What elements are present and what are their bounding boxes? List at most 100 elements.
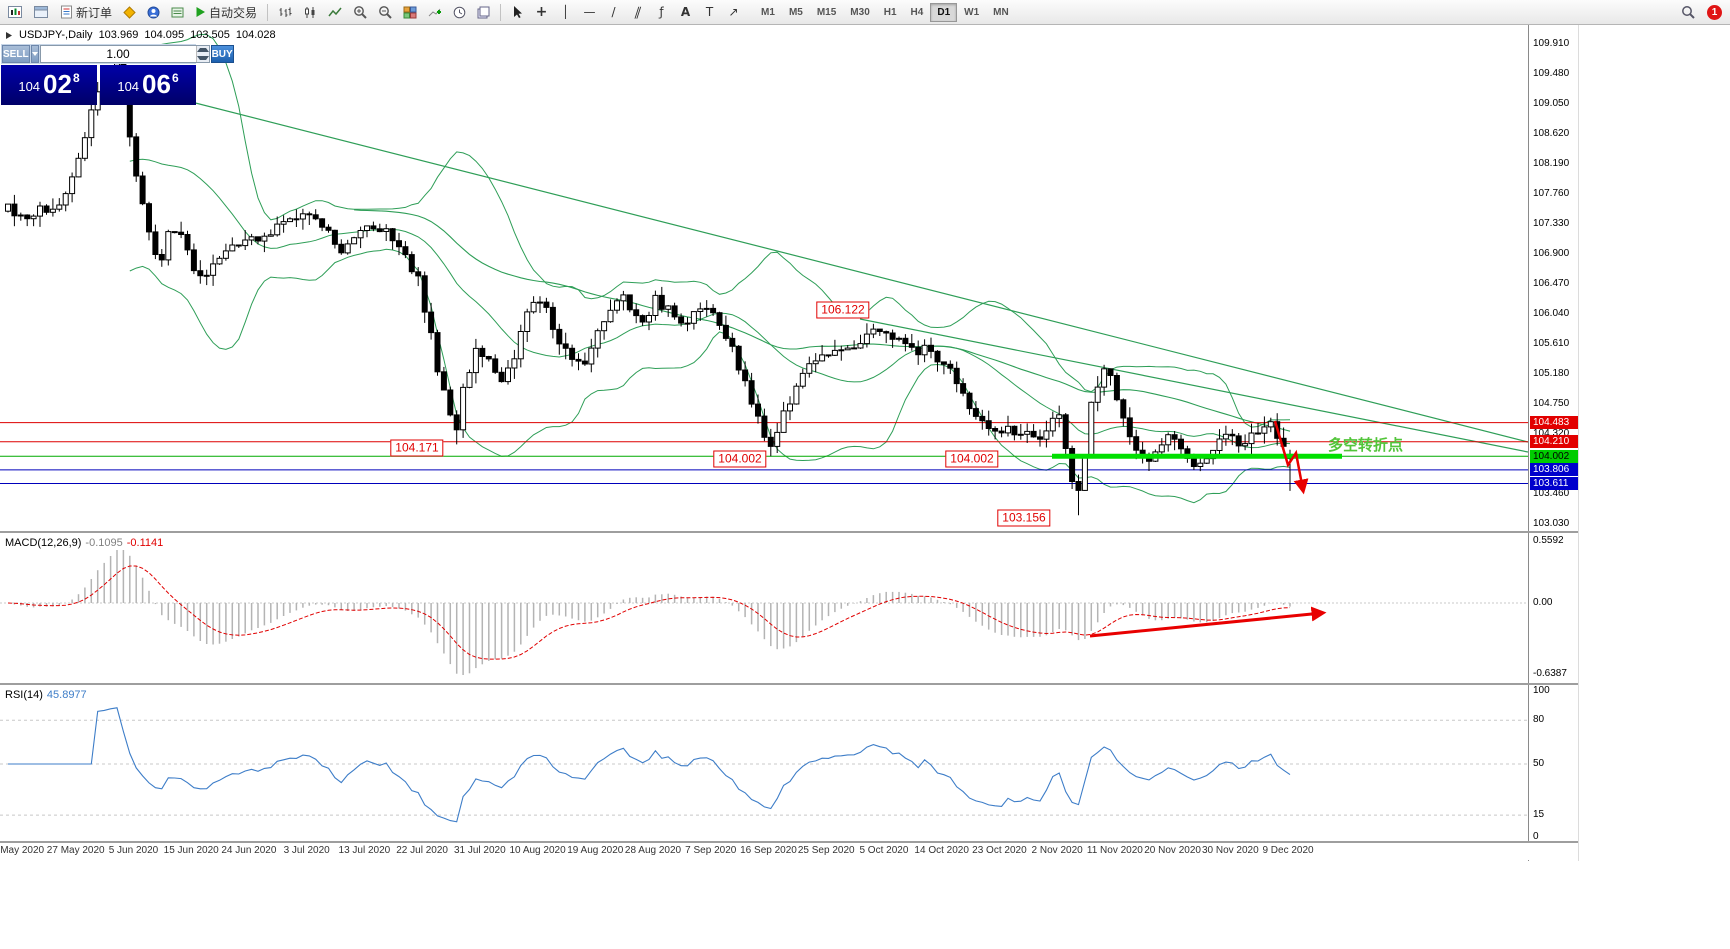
bar-chart-button[interactable]	[273, 2, 297, 23]
terminal-button[interactable]	[166, 2, 189, 23]
clock-icon	[453, 6, 466, 18]
rsi-line	[8, 707, 1291, 823]
timeframe-w1[interactable]: W1	[964, 6, 980, 18]
trendline-button[interactable]	[602, 2, 625, 23]
indicators-button[interactable]	[423, 2, 447, 23]
chevron-down-icon	[196, 56, 209, 60]
timeframe-m1[interactable]: M1	[761, 6, 775, 18]
timeframe-d1[interactable]: D1	[930, 2, 958, 22]
down-move-arrow[interactable]	[1273, 420, 1309, 495]
turning-point-label[interactable]: 多空转折点	[1328, 437, 1404, 454]
line-icon	[328, 7, 342, 16]
timeframe-m15[interactable]: M15	[816, 6, 837, 18]
timeframe-m30[interactable]: M30	[850, 6, 870, 18]
candles-icon	[305, 6, 315, 18]
buy-price-big: 06	[142, 69, 171, 99]
price-axis[interactable]: 109.910 109.480 109.050 108.620 108.190 107.7…	[1528, 25, 1578, 861]
buy-button[interactable]: BUY	[210, 45, 234, 63]
new-order-button[interactable]: 新订单	[55, 2, 117, 23]
channel-button[interactable]	[626, 2, 649, 23]
zoom-in-button[interactable]	[348, 2, 372, 23]
panel-separator[interactable]	[0, 531, 1578, 533]
main-price-chart[interactable]	[0, 25, 1528, 531]
autotrading-button[interactable]: 自动交易	[190, 2, 262, 23]
date-label: 25 Sep 2020	[797, 845, 855, 856]
date-label: 23 Oct 2020	[972, 845, 1027, 856]
ohlc-close: 104.028	[235, 29, 276, 41]
macd-label: MACD(12,26,9) -0.1095 -0.1141	[5, 537, 167, 549]
price-tag: 103.611	[1530, 476, 1578, 490]
date-label: 11 Nov 2020	[1086, 845, 1143, 856]
toolbar-right-group: 1	[1676, 2, 1727, 23]
expand-triangle-icon[interactable]	[5, 31, 13, 40]
price-tag: 104.002	[1530, 449, 1578, 463]
terminal-icon	[171, 7, 184, 17]
text-button[interactable]	[674, 2, 697, 23]
toolbar-separator	[500, 3, 502, 21]
timeframe-m5[interactable]: M5	[788, 6, 803, 18]
buy-price-display[interactable]: 104 06 6	[100, 65, 196, 105]
rsi-name: RSI(14)	[5, 689, 43, 701]
price-annotation-box[interactable]: 104.002	[945, 450, 999, 468]
indicators-plus-icon	[428, 8, 442, 16]
timeframe-h4[interactable]: H4	[910, 6, 924, 18]
price-annotation-box[interactable]: 104.171	[390, 439, 444, 457]
sell-price-display[interactable]: 104 02 8	[1, 65, 97, 105]
bars-icon	[279, 7, 292, 17]
line-chart-button[interactable]	[323, 2, 347, 23]
date-label: 30 Nov 2020	[1201, 845, 1259, 856]
order-type-dropdown[interactable]	[30, 45, 39, 63]
search-button[interactable]	[1676, 2, 1700, 23]
price-annotation-box[interactable]: 103.156	[997, 509, 1051, 527]
horizontal-line-button[interactable]	[578, 2, 601, 23]
volume-input[interactable]	[40, 46, 196, 62]
axis-tick-label: 109.480	[1533, 67, 1570, 79]
fibonacci-button[interactable]	[650, 2, 673, 23]
sell-button[interactable]: SELL	[2, 45, 30, 63]
mql-icon	[123, 5, 136, 19]
price-annotation-box[interactable]: 106.122	[816, 301, 870, 319]
templates-button[interactable]	[472, 2, 495, 23]
profiles-button[interactable]	[29, 2, 54, 23]
macd-trend-arrow[interactable]	[1089, 606, 1327, 638]
new-order-label: 新订单	[76, 5, 113, 20]
text-label-button[interactable]	[698, 2, 721, 23]
volume-down-button[interactable]	[196, 54, 209, 62]
window-icon	[34, 6, 48, 18]
price-tag: 104.483	[1530, 416, 1578, 430]
date-label: 16 Sep 2020	[740, 845, 797, 856]
sell-price-main: 104	[18, 79, 41, 94]
periods-button[interactable]	[448, 2, 471, 23]
arrows-button[interactable]	[722, 2, 745, 23]
buy-price-main: 104	[117, 79, 140, 94]
panel-separator[interactable]	[0, 683, 1578, 685]
axis-tick-label: 0	[1533, 831, 1539, 842]
zoom-out-icon	[379, 6, 392, 19]
price-annotation-box[interactable]: 104.002	[713, 450, 767, 468]
macd-indicator-panel[interactable]	[0, 533, 1528, 683]
new-chart-button[interactable]	[3, 2, 28, 23]
cursor-button[interactable]	[506, 2, 529, 23]
zoom-out-button[interactable]	[373, 2, 397, 23]
cursor-icon	[514, 6, 523, 18]
crosshair-button[interactable]	[530, 2, 553, 23]
axis-tick-label: 104.320	[1533, 427, 1570, 439]
buy-price-pip: 6	[171, 71, 179, 85]
volume-up-button[interactable]	[196, 46, 209, 54]
rsi-indicator-panel[interactable]	[0, 685, 1528, 841]
notification-badge[interactable]: 1	[1707, 4, 1722, 20]
experts-button[interactable]	[142, 2, 165, 23]
tile-windows-button[interactable]	[398, 2, 422, 23]
play-icon	[196, 7, 206, 17]
trendlines[interactable]	[159, 93, 1528, 453]
vertical-line-button[interactable]	[554, 2, 577, 23]
axis-tick-label: 0.5592	[1533, 535, 1564, 546]
timeframe-h1[interactable]: H1	[883, 6, 897, 18]
macd-name: MACD(12,26,9)	[5, 537, 82, 549]
timeframe-mn[interactable]: MN	[993, 6, 1009, 18]
candlestick-button[interactable]	[298, 2, 322, 23]
bb-upper	[129, 33, 1291, 428]
mql-editor-button[interactable]	[118, 2, 141, 23]
